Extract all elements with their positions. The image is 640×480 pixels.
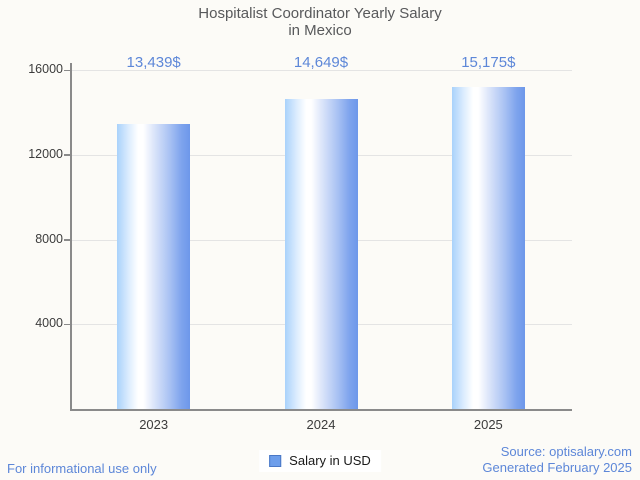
- y-tick-label-4000: 4000: [35, 316, 63, 331]
- y-axis-line: [70, 63, 72, 410]
- y-tick-label-16000: 16000: [28, 62, 63, 76]
- gridline-16000: [70, 70, 572, 71]
- generated-line: Generated February 2025: [482, 460, 632, 475]
- disclaimer-text: For informational use only: [7, 461, 157, 476]
- x-tick-label-2024: 2024: [306, 417, 336, 432]
- bar-2025[interactable]: [451, 87, 525, 409]
- legend-label: Salary in USD: [289, 453, 371, 468]
- x-tick-label-2023: 2023: [139, 417, 169, 432]
- chart-title: Hospitalist Coordinator Yearly Salary in…: [0, 5, 640, 39]
- value-label-2025: 15,175$: [461, 54, 516, 71]
- legend: Salary in USD: [259, 450, 381, 472]
- x-axis-line: [70, 409, 572, 411]
- bar-2024[interactable]: [284, 98, 358, 409]
- value-label-2023: 13,439$: [126, 54, 181, 71]
- chart-title-line1: Hospitalist Coordinator Yearly Salary: [198, 5, 442, 22]
- y-tick-label-12000: 12000: [28, 146, 63, 161]
- bar-2023[interactable]: [117, 124, 191, 409]
- value-label-2024: 14,649$: [293, 54, 349, 71]
- y-axis-tick-16000: [64, 69, 70, 71]
- source-attribution: Source: optisalary.com Generated Februar…: [482, 444, 632, 476]
- legend-swatch-icon: [269, 454, 282, 467]
- chart-title-line2: in Mexico: [288, 22, 352, 39]
- source-line: Source: optisalary.com: [500, 444, 632, 459]
- y-axis-tick-4000: [64, 323, 70, 326]
- x-tick-label-2025: 2025: [473, 417, 503, 432]
- y-axis-tick-12000: [64, 154, 70, 156]
- y-tick-label-8000: 8000: [35, 231, 63, 246]
- y-axis-tick-8000: [64, 239, 70, 241]
